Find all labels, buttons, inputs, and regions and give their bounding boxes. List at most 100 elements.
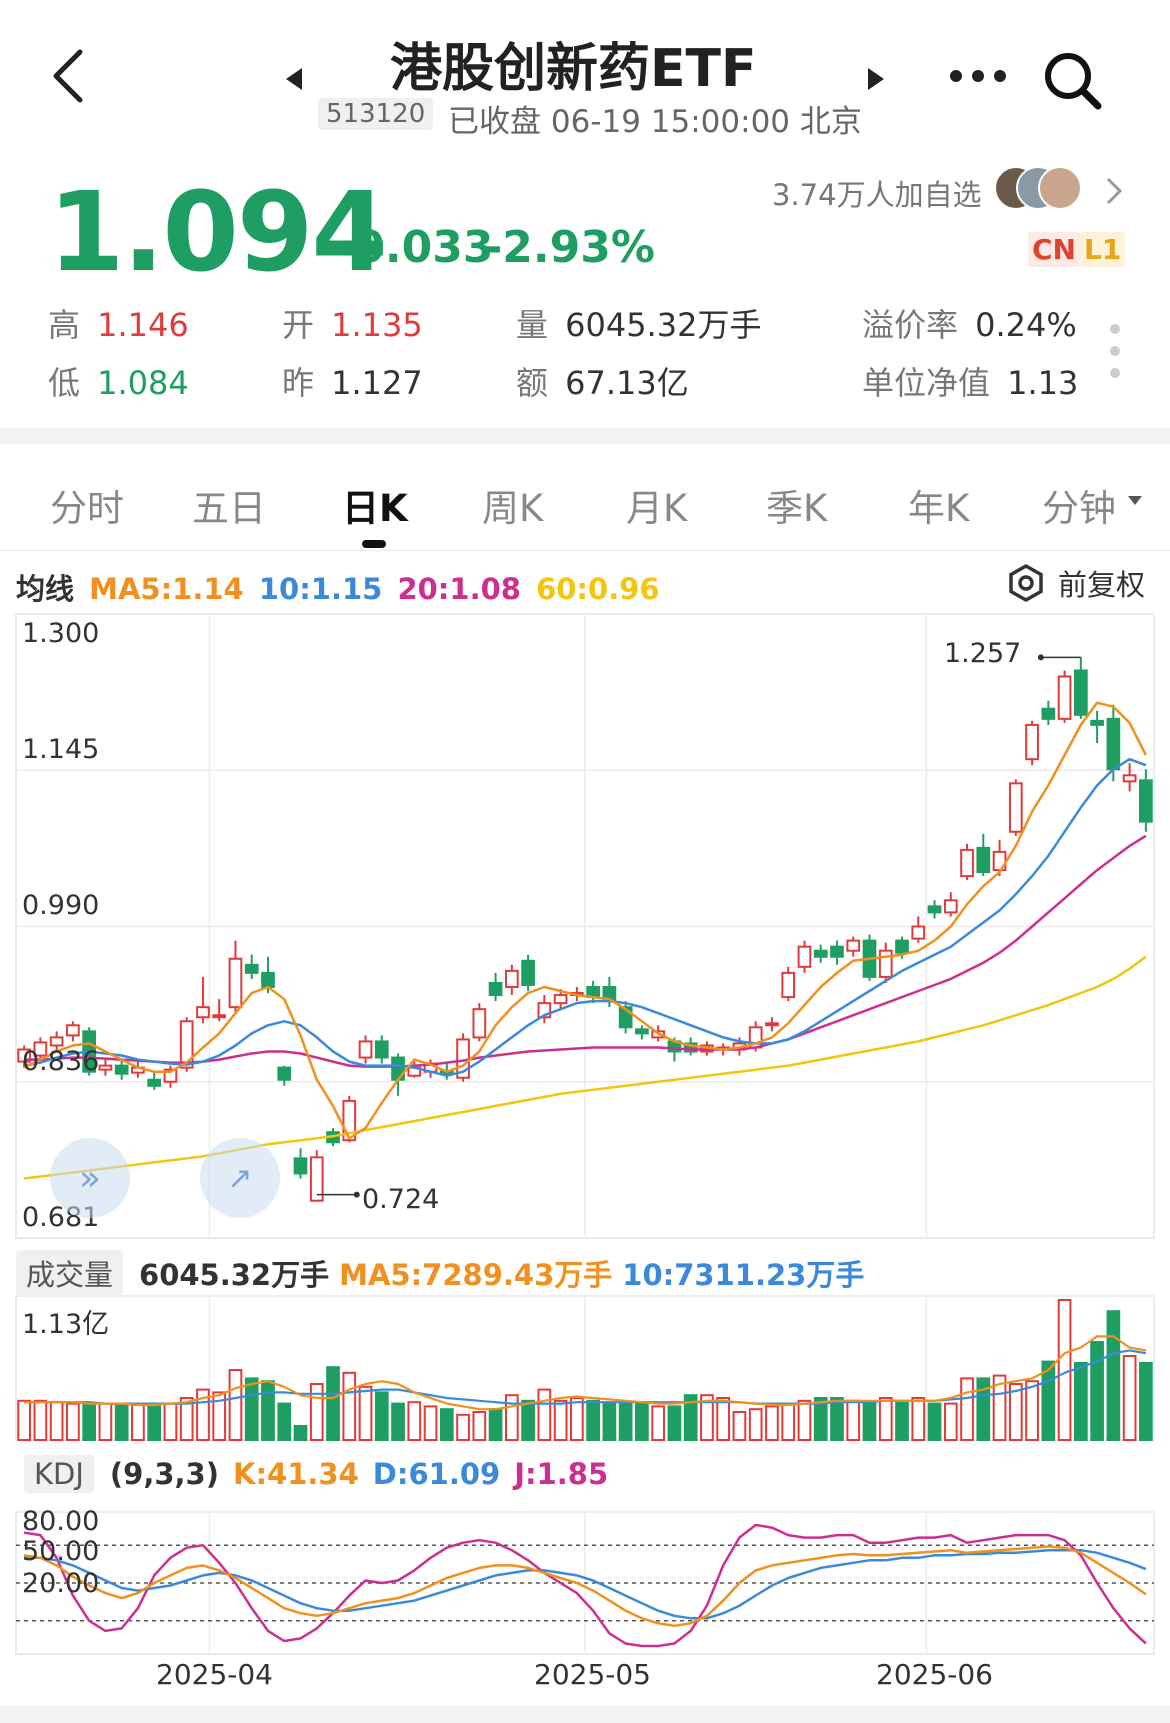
max-marker-dot (1037, 654, 1044, 661)
stat-label: 量 (516, 306, 549, 344)
candle-up (943, 899, 958, 914)
tab-quarterly-k[interactable]: 季K (766, 487, 828, 530)
volume-bar-down (618, 1402, 633, 1441)
candle-up (1122, 774, 1137, 783)
avatar (1038, 166, 1082, 210)
stat-label: 额 (516, 364, 549, 402)
price-change: -0.033 (336, 222, 494, 273)
candle-up (797, 945, 812, 968)
candle-up (1025, 723, 1039, 761)
price-change-pct: -2.93% (484, 222, 655, 273)
candle-down (277, 1066, 292, 1081)
volume-bar-down (635, 1401, 649, 1442)
candle-down (1090, 719, 1104, 726)
fast-forward-button[interactable]: » (50, 1138, 130, 1218)
x-tick-label: 2025-06 (876, 1658, 993, 1691)
volume-bar-up (878, 1397, 893, 1441)
volume-bar-down (667, 1405, 682, 1442)
candle-up (196, 1006, 210, 1019)
volume-ma10: 10:7311.23万手 (622, 1258, 865, 1292)
candle-up (98, 1064, 113, 1071)
kdj-label[interactable]: KDJ (24, 1455, 94, 1493)
volume-bar-down (586, 1399, 600, 1441)
volume-bar-down (439, 1408, 454, 1442)
stat-value: 67.13亿 (565, 364, 689, 402)
volume-bar-up (163, 1402, 178, 1441)
tab-monthly-k[interactable]: 月K (626, 487, 688, 530)
ma5-value: MA5:1.14 (89, 572, 244, 606)
volume-bar-down (976, 1377, 991, 1442)
volume-bar-up (943, 1402, 958, 1441)
volume-bar-down (374, 1391, 389, 1442)
candle-down (1041, 707, 1056, 720)
volume-bar-up (504, 1394, 519, 1442)
chevron-right-icon[interactable] (1104, 176, 1124, 210)
volume-bar-up (700, 1394, 714, 1442)
tab-intraday[interactable]: 分时 (50, 487, 124, 530)
candle-down (1139, 779, 1153, 823)
volume-bar-up (537, 1388, 552, 1441)
kdj-k: K:41.34 (232, 1457, 359, 1491)
volume-bar-up (1025, 1380, 1039, 1442)
volume-bar-down (277, 1402, 292, 1441)
volume-bar-up (228, 1369, 243, 1441)
candle-up (33, 1041, 48, 1057)
volume-bar-down (602, 1402, 617, 1441)
stat-nav: 单位净值 1.13 (862, 358, 1078, 404)
stat-label: 低 (48, 364, 81, 402)
volume-bar-down (683, 1394, 698, 1442)
candle-up (17, 1048, 31, 1063)
adjust-setting[interactable]: 前复权 (1006, 562, 1145, 604)
stat-volume: 量 6045.32万手 (516, 300, 761, 346)
volume-bar-up (49, 1401, 64, 1442)
candle-down (114, 1064, 129, 1075)
volume-tick-label: 1.13亿 (22, 1309, 110, 1340)
volume-bar-down (895, 1399, 909, 1441)
volume-bar-down (488, 1408, 503, 1442)
candlestick-chart[interactable] (0, 610, 1170, 1723)
ma60-value: 60:0.96 (536, 572, 660, 606)
tab-minute[interactable]: 分钟 (1042, 487, 1116, 530)
candle-up (504, 969, 519, 988)
stat-value: 1.146 (97, 306, 189, 344)
candle-up (163, 1068, 178, 1083)
candle-up (1008, 782, 1023, 833)
volume-bar-up (781, 1402, 796, 1441)
x-tick-label: 2025-04 (156, 1658, 273, 1691)
stat-label: 开 (282, 306, 315, 344)
candle-up (781, 971, 796, 999)
candle-down (147, 1078, 162, 1087)
tabs-divider (0, 550, 1170, 551)
volume-bar-down (927, 1402, 942, 1441)
tab-five-day[interactable]: 五日 (192, 487, 266, 530)
back-icon[interactable] (48, 48, 98, 108)
candle-down (488, 981, 503, 997)
prev-stock-icon[interactable] (286, 68, 302, 90)
volume-bar-down (261, 1380, 275, 1442)
volume-bar-up (797, 1399, 812, 1441)
stat-label: 昨 (282, 364, 315, 402)
expand-stats-icon[interactable] (1110, 324, 1120, 378)
volume-bar-up (33, 1399, 48, 1441)
candle-down (1073, 669, 1088, 716)
kdj-params: (9,3,3) (109, 1457, 219, 1491)
more-icon[interactable] (950, 66, 1006, 86)
tab-yearly-k[interactable]: 年K (908, 487, 970, 530)
stat-premium: 溢价率 0.24% (862, 300, 1077, 346)
volume-bar-down (862, 1401, 877, 1442)
follower-avatars[interactable] (994, 166, 1086, 212)
stat-value: 1.127 (331, 364, 423, 402)
fullscreen-button[interactable]: ↗ (200, 1138, 280, 1218)
volume-ma10-line (24, 1349, 1147, 1405)
search-icon[interactable] (1040, 48, 1106, 114)
ma-legend: 均线 MA5:1.14 10:1.15 20:1.08 60:0.96 (16, 566, 660, 608)
followers-count[interactable]: 3.74万人加自选 (772, 178, 982, 212)
tab-daily-k[interactable]: 日K (342, 487, 408, 530)
volume-bar-down (813, 1397, 828, 1441)
candle-down (374, 1040, 389, 1059)
next-stock-icon[interactable] (868, 68, 884, 90)
candle-down (813, 949, 828, 958)
tab-weekly-k[interactable]: 周K (482, 487, 544, 530)
candle-up (66, 1024, 80, 1037)
caret-down-icon[interactable] (1128, 496, 1142, 505)
